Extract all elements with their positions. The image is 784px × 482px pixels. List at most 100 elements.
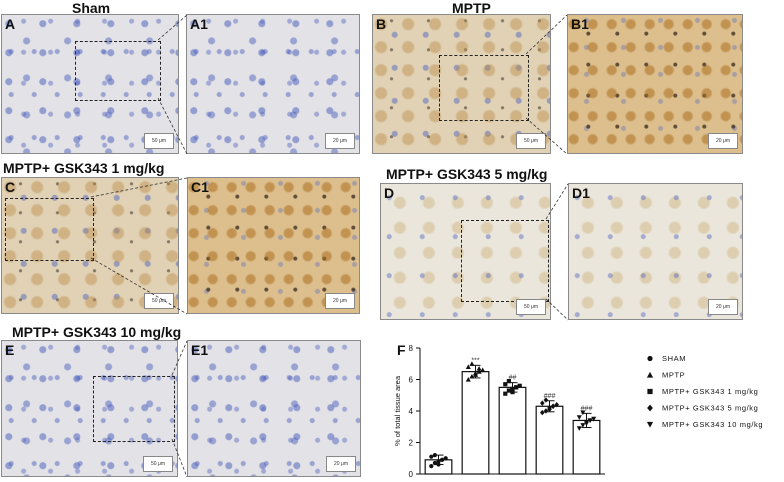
significance-label: ***	[471, 357, 479, 364]
scalebar: 20 μm	[708, 299, 738, 315]
data-point	[465, 376, 471, 382]
data-point	[510, 390, 515, 395]
data-point	[591, 416, 597, 422]
data-point	[514, 385, 519, 390]
data-point	[506, 388, 511, 393]
legend-entry: MPTP+ GSK343 1 mg/kg	[662, 387, 758, 396]
panel-label-b: B	[376, 16, 387, 32]
data-point	[539, 409, 545, 416]
group-title-gsk10: MPTP+ GSK343 10 mg/kg	[12, 324, 182, 340]
group-title-sham: Sham	[72, 0, 111, 16]
data-point	[510, 386, 515, 392]
panel-label-d1: D1	[572, 185, 590, 201]
connector-line	[171, 340, 188, 376]
data-point	[429, 454, 434, 459]
data-point	[576, 415, 582, 420]
data-point	[432, 460, 437, 466]
scalebar: 20 μm	[325, 133, 355, 149]
bar	[572, 419, 601, 475]
scalebar: 50 μm	[144, 133, 174, 149]
y-tick-label: 2	[409, 439, 414, 448]
panel-label-a: A	[5, 16, 16, 32]
data-point	[429, 464, 434, 469]
micrograph-c1: C1 20 μm	[187, 177, 360, 314]
connector-line	[157, 97, 188, 155]
roi-box	[461, 220, 549, 302]
legend-marker	[647, 404, 653, 412]
micrograph-c: C 50 μm	[1, 177, 179, 314]
bar	[535, 405, 564, 475]
legend-entry: MPTP+ GSK343 10 mg/kg	[662, 420, 763, 429]
data-point	[440, 457, 445, 462]
data-point	[432, 453, 437, 458]
panel-label-d: D	[384, 185, 395, 201]
micrograph-d1: D1 20 μm	[568, 183, 743, 320]
connector-line	[545, 298, 569, 321]
data-point	[550, 403, 556, 410]
legend-marker	[646, 421, 654, 428]
data-point	[469, 361, 475, 366]
legend-marker	[647, 355, 653, 362]
bar	[461, 371, 490, 475]
y-tick-label: 8	[409, 344, 414, 353]
micrograph-a: A 50 μm	[1, 14, 179, 154]
group-title-mptp: MPTP	[452, 0, 491, 16]
y-tick-label: 4	[409, 407, 414, 416]
y-axis-label: % of total tissue area	[393, 375, 402, 446]
data-point	[436, 459, 441, 464]
micrograph-b1: B1 20 μm	[567, 14, 743, 154]
connector-line	[545, 183, 569, 220]
scalebar: 20 μm	[325, 293, 355, 309]
group-title-gsk1: MPTP+ GSK343 1 mg/kg	[3, 160, 165, 176]
connector-line	[90, 177, 188, 198]
data-point	[517, 383, 522, 388]
panel-label-e1: E1	[191, 342, 209, 358]
panel-label-c1: C1	[191, 179, 209, 195]
significance-label: ##	[509, 375, 517, 382]
data-point	[583, 421, 590, 427]
connector-line	[171, 438, 188, 478]
scalebar: 50 μm	[143, 456, 173, 472]
data-point	[476, 365, 482, 371]
data-point	[503, 382, 508, 387]
data-point	[554, 401, 560, 408]
bar	[498, 386, 527, 475]
data-point	[480, 367, 486, 373]
scalebar: 50 μm	[516, 299, 546, 315]
roi-box	[75, 41, 161, 101]
data-point	[443, 456, 448, 461]
y-tick-label: 0	[409, 470, 414, 479]
data-point	[469, 373, 475, 379]
connector-line	[525, 14, 568, 55]
micrograph-a1: A1 20 μm	[186, 14, 360, 154]
data-point	[543, 397, 549, 403]
scalebar: 20 μm	[708, 133, 738, 149]
data-point	[580, 410, 586, 416]
panel-label-e: E	[5, 342, 15, 358]
data-point	[506, 378, 511, 384]
panel-label-f: F	[397, 342, 406, 358]
data-point	[576, 426, 582, 431]
connector-line	[525, 117, 568, 155]
y-tick-label: 6	[409, 376, 414, 385]
micrograph-d: D 50 μm	[380, 183, 551, 320]
legend-entry: SHAM	[662, 354, 686, 363]
scalebar: 50 μm	[144, 293, 174, 309]
roi-box	[439, 55, 529, 121]
significance-label: ###	[544, 393, 556, 400]
connector-line	[90, 257, 188, 315]
data-point	[503, 391, 508, 396]
data-point	[587, 418, 593, 423]
data-point	[580, 423, 586, 428]
panel-label-b1: B1	[571, 16, 589, 32]
scalebar: 20 μm	[326, 456, 356, 472]
roi-box	[93, 376, 175, 442]
legend-entry: MPTP	[662, 371, 685, 380]
micrograph-b: B 50 μm	[372, 14, 551, 154]
group-title-gsk5: MPTP+ GSK343 5 mg/kg	[386, 166, 548, 182]
data-point	[472, 372, 479, 377]
data-point	[539, 400, 545, 406]
legend-marker	[647, 388, 653, 395]
